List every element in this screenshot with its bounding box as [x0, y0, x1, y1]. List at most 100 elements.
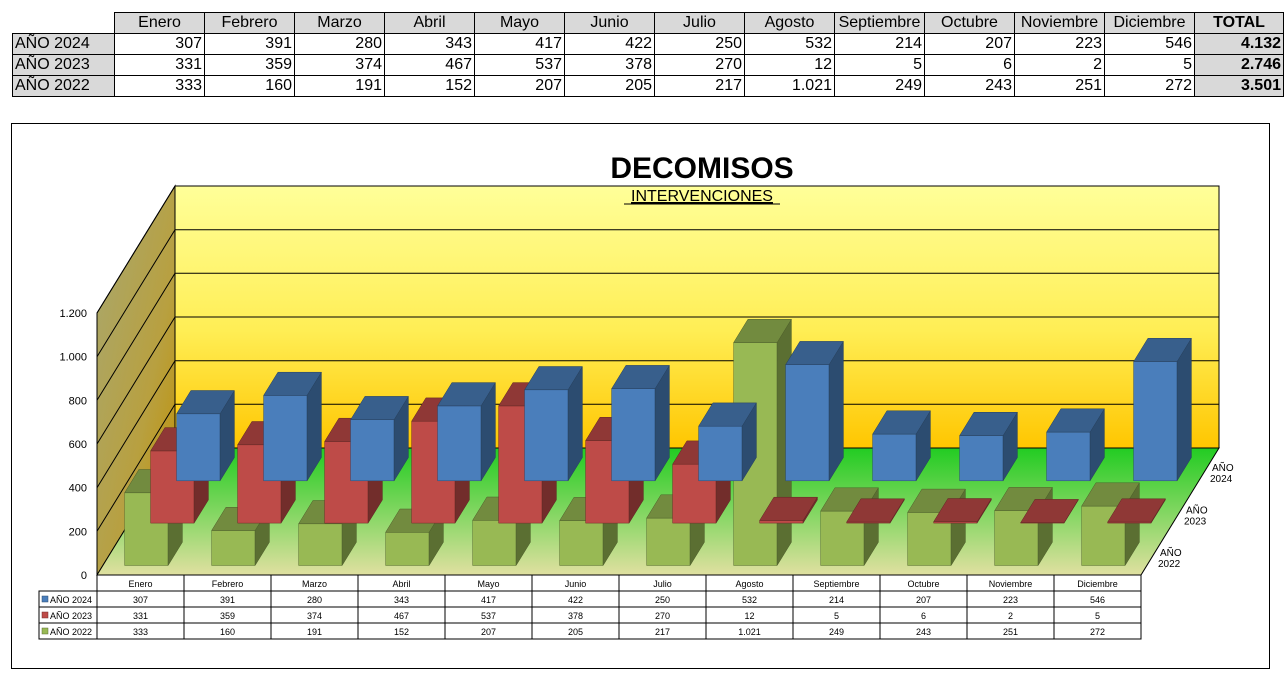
data-table-value: 5 [834, 611, 839, 621]
bar-top [698, 402, 757, 427]
legend-key-2 [41, 627, 49, 635]
data-table-value: 152 [394, 627, 409, 637]
bar-ano-2022-octubre [907, 488, 966, 567]
chart-subtitle: INTERVENCIONES [631, 188, 773, 205]
chart-gridline [96, 403, 1219, 532]
series-depth-label-line: 2023 [1184, 517, 1207, 528]
bar-front [437, 405, 482, 482]
data-table-value: 249 [829, 627, 844, 637]
table-total-header: TOTAL [1194, 12, 1284, 34]
table-corner [13, 13, 115, 34]
data-table-category: Octubre [907, 579, 939, 589]
data-table-value: 532 [742, 595, 757, 605]
bar-ano-2023-septiembre [846, 497, 905, 524]
data-table-value: 422 [568, 595, 583, 605]
table-cell: 251 [1014, 75, 1105, 97]
y-tick-label: 1.200 [59, 308, 87, 320]
data-table-category: Abril [392, 579, 410, 589]
data-table-value: 243 [916, 627, 931, 637]
bar-front [211, 530, 256, 566]
bar-front [524, 389, 569, 482]
chart-title: DECOMISOS [610, 152, 793, 185]
series-depth-label: AÑO 2023 [1184, 504, 1208, 528]
table-month-header: Noviembre [1014, 12, 1105, 34]
data-table-value: 343 [394, 595, 409, 605]
data-table-value: 214 [829, 595, 844, 605]
bar-top [1133, 338, 1192, 362]
data-table-value: 546 [1090, 595, 1105, 605]
bar-ano-2024-diciembre [1133, 337, 1192, 482]
bar-top [176, 390, 235, 415]
summary-table: Enero Febrero Marzo Abril Mayo Junio Julio Agos… [12, 12, 1284, 97]
data-table-value: 12 [744, 611, 754, 621]
table-cell: 214 [834, 33, 925, 55]
table-cell: 546 [1104, 33, 1195, 55]
data-table-category: Enero [128, 579, 152, 589]
table-cell: 205 [564, 75, 655, 97]
data-table-value: 191 [307, 627, 322, 637]
legend-key-1 [41, 611, 49, 619]
table-cell: 280 [294, 33, 385, 55]
table-month-header: Enero [114, 12, 205, 34]
bar-ano-2024-enero [176, 389, 235, 482]
table-cell: 417 [474, 33, 565, 55]
bar-ano-2022-noviembre [994, 486, 1053, 567]
bar-top [437, 382, 496, 407]
bar-front [785, 364, 830, 482]
table-month-header: Diciembre [1104, 12, 1195, 34]
table-cell: 217 [654, 75, 745, 97]
table-cell: 207 [924, 33, 1015, 55]
data-table-value: 205 [568, 627, 583, 637]
data-table-value: 359 [220, 611, 235, 621]
data-table-category: Septiembre [813, 579, 859, 589]
table-row-label: AÑO 2024 [12, 33, 115, 55]
data-table-value: 160 [220, 627, 235, 637]
bar-front [263, 395, 308, 482]
bar-front [1133, 361, 1178, 482]
data-table-category: Junio [565, 579, 587, 589]
bar-top [759, 496, 818, 521]
table-month-header: Marzo [294, 12, 385, 34]
legend-label: AÑO 2022 [50, 627, 92, 637]
table-cell: 270 [654, 54, 745, 76]
table-cell: 1.021 [744, 75, 835, 97]
bar-top [846, 498, 905, 523]
table-cell: 343 [384, 33, 475, 55]
data-table-category: Mayo [477, 579, 499, 589]
table-cell: 243 [924, 75, 1015, 97]
y-tick-label: 800 [69, 395, 87, 407]
table-cell: 537 [474, 54, 565, 76]
bar-top [350, 396, 409, 420]
data-table-value: 331 [133, 611, 148, 621]
table-cell: 249 [834, 75, 925, 97]
chart-gridline [96, 360, 1219, 488]
table-row-total: 3.501 [1194, 75, 1284, 97]
bar-ano-2024-abril [437, 381, 496, 482]
bar-front [176, 413, 221, 482]
data-table-category: Diciembre [1077, 579, 1118, 589]
bar-front [646, 517, 691, 566]
bar-ano-2023-agosto [759, 496, 818, 524]
bar-front [350, 419, 395, 482]
table-cell: 207 [474, 75, 565, 97]
bar-top [1046, 408, 1105, 433]
bar-top [611, 365, 670, 389]
table-cell: 5 [1104, 54, 1195, 76]
bar-ano-2023-octubre [933, 497, 992, 524]
bar-top [872, 410, 931, 435]
data-table-category: Julio [653, 579, 672, 589]
table-cell: 378 [564, 54, 655, 76]
bar-top [524, 366, 583, 391]
legend-label: AÑO 2023 [50, 611, 92, 621]
bar-ano-2024-noviembre [1046, 407, 1105, 482]
bar-ano-2024-junio [611, 364, 670, 482]
series-depth-label-line: AÑO [1212, 461, 1234, 474]
table-cell: 160 [204, 75, 295, 97]
table-row-total: 4.132 [1194, 33, 1284, 55]
table-cell: 223 [1014, 33, 1105, 55]
bar-front [472, 520, 517, 566]
table-month-header: Octubre [924, 12, 1015, 34]
bar-ano-2024-octubre [959, 411, 1018, 482]
data-table-category: Agosto [735, 579, 763, 589]
series-depth-label: AÑO 2024 [1210, 461, 1234, 485]
